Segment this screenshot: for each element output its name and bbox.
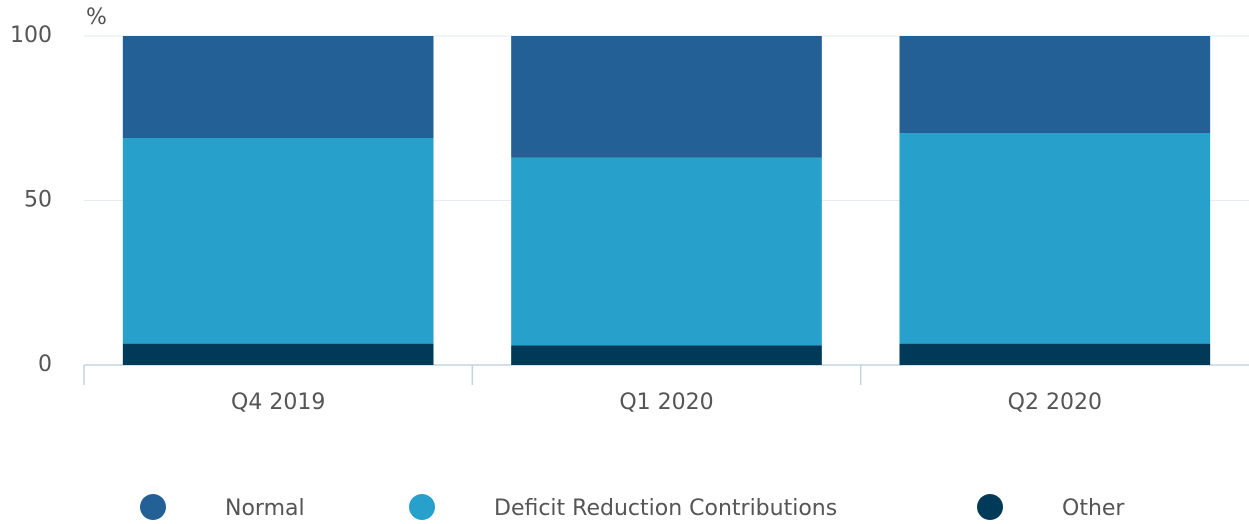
bar-segment bbox=[122, 137, 434, 344]
bar-segment bbox=[511, 36, 822, 158]
x-tick-label: Q1 2020 bbox=[619, 390, 713, 415]
bar-segment bbox=[899, 36, 1211, 134]
legend-label: Deficit Reduction Contributions bbox=[494, 496, 837, 521]
legend-swatch bbox=[140, 494, 166, 520]
y-tick-label: 100 bbox=[10, 23, 52, 48]
legend-label: Normal bbox=[225, 496, 305, 521]
y-axis-unit: % bbox=[86, 5, 107, 30]
bar-segment bbox=[899, 343, 1211, 365]
bar-segment bbox=[122, 343, 434, 365]
legend-label: Other bbox=[1062, 496, 1125, 521]
y-tick-label: 0 bbox=[38, 352, 52, 377]
bar-segment bbox=[511, 157, 822, 346]
bar-segment bbox=[511, 345, 822, 365]
legend-swatch bbox=[409, 494, 435, 520]
bar-segment bbox=[899, 133, 1211, 344]
y-tick-label: 50 bbox=[24, 188, 52, 213]
x-tick-label: Q2 2020 bbox=[1008, 390, 1102, 415]
legend-swatch bbox=[977, 494, 1003, 520]
x-tick-label: Q4 2019 bbox=[231, 390, 325, 415]
bar-segment bbox=[122, 36, 434, 138]
